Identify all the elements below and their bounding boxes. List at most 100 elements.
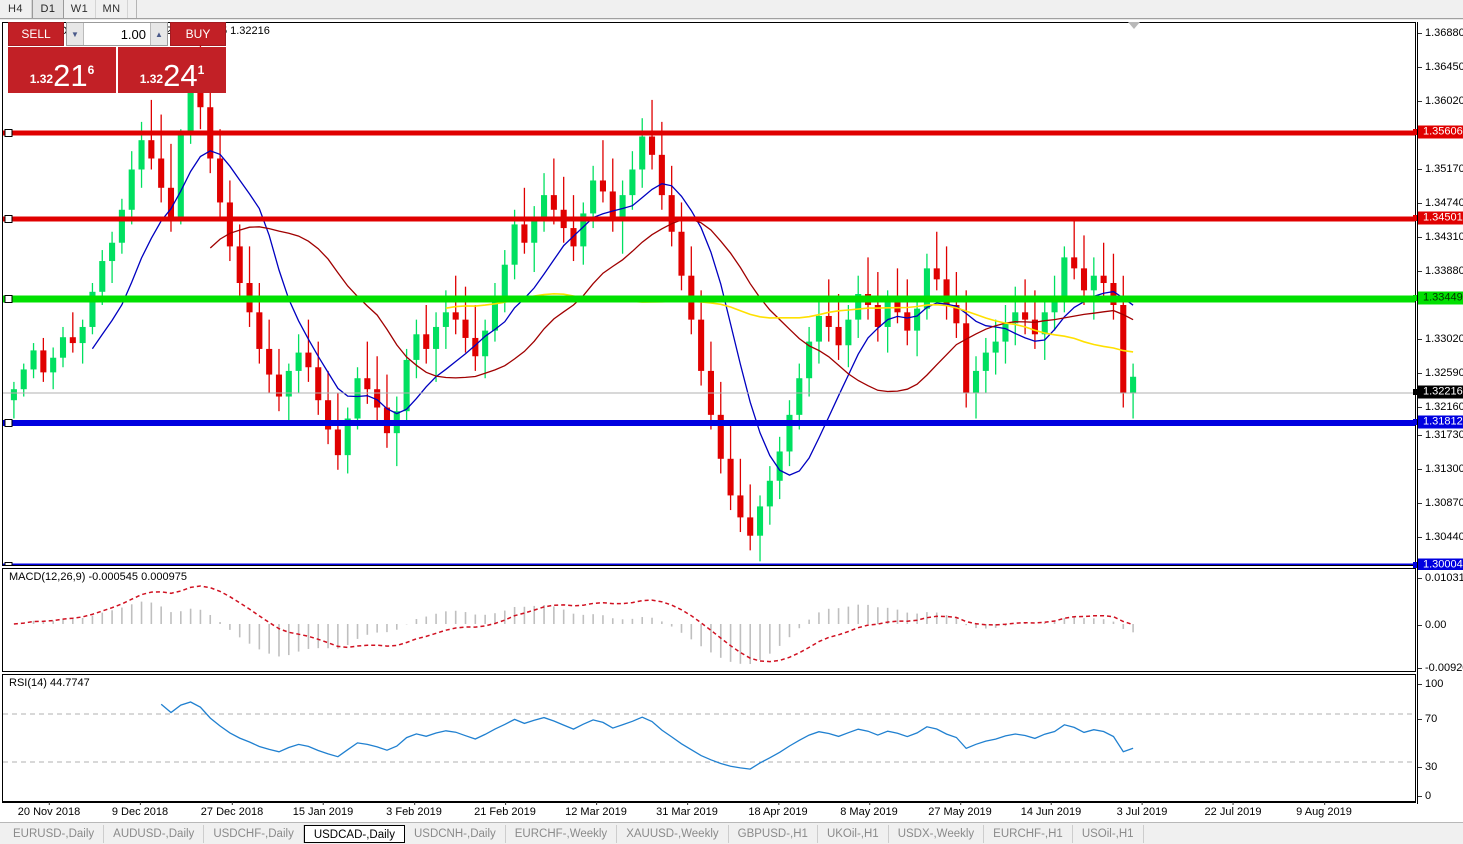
symbol-tab[interactable]: UKOil-,H1: [818, 824, 889, 843]
price-level-flag[interactable]: 1.30004: [1418, 558, 1463, 572]
trade-prices-row: 1.32 21 6 1.32 24 1: [8, 47, 226, 93]
price-flag-marker: [1413, 419, 1419, 425]
timeframe-d1[interactable]: D1: [32, 0, 64, 18]
price-tick: 1.36450: [1418, 61, 1463, 73]
rsi-tick: 0: [1418, 790, 1431, 802]
rsi-label: RSI(14) 44.7747: [7, 677, 92, 689]
price-tick: 1.35170: [1418, 163, 1463, 175]
price-tick: 1.31730: [1418, 429, 1463, 441]
price-flag-marker: [1413, 295, 1419, 301]
price-tick: 1.34310: [1418, 231, 1463, 243]
trade-controls-row: SELL ▼ 1.00 ▲ BUY: [8, 22, 226, 46]
date-axis-label: 3 Jul 2019: [1116, 802, 1168, 818]
level-line-pivot[interactable]: [3, 295, 1415, 303]
chevron-up-icon[interactable]: ▲: [150, 23, 167, 45]
symbol-tab[interactable]: AUDUSD-,Daily: [104, 824, 205, 843]
date-axis-label: 3 Feb 2019: [386, 802, 442, 818]
buy-price-prefix: 1.32: [139, 72, 164, 86]
timeframe-h4[interactable]: H4: [0, 0, 32, 18]
macd-label: MACD(12,26,9) -0.000545 0.000975: [7, 571, 189, 583]
date-axis-label: 15 Jan 2019: [292, 802, 354, 818]
sell-button[interactable]: SELL: [8, 22, 64, 46]
rsi-scale[interactable]: 100 70 30 0: [1418, 676, 1463, 804]
level-line-current-price[interactable]: [3, 392, 1415, 394]
macd-tick: -0.009203: [1418, 662, 1463, 674]
date-axis-label: 27 Dec 2018: [200, 802, 264, 818]
rsi-panel[interactable]: RSI(14) 44.7747: [2, 674, 1416, 802]
rsi-svg: [3, 701, 1415, 770]
price-tick: 1.31300: [1418, 463, 1463, 475]
symbol-tab[interactable]: EURCHF-,H1: [984, 824, 1073, 843]
date-axis-label: 22 Jul 2019: [1204, 802, 1262, 818]
price-tick: 1.33880: [1418, 265, 1463, 277]
price-level-flag[interactable]: 1.31812: [1418, 415, 1463, 429]
chevron-down-icon[interactable]: ▼: [67, 23, 84, 45]
level-line-support-1[interactable]: [3, 419, 1415, 427]
buy-price-main: 24: [163, 58, 198, 93]
price-flag-marker: [1413, 562, 1419, 568]
price-level-flag[interactable]: 1.34501: [1418, 211, 1463, 225]
timeframe-mn-label: MN: [102, 3, 121, 15]
price-tick: 1.36020: [1418, 95, 1463, 107]
price-level-flag[interactable]: 1.32216: [1418, 385, 1463, 399]
symbol-tab[interactable]: USDCHF-,Daily: [204, 824, 304, 843]
buy-button[interactable]: BUY: [170, 22, 226, 46]
chart-frame: ▲ USDCAD-,Daily 1.32266 1.32285 1.32205 …: [0, 20, 1463, 822]
date-axis-label: 9 Dec 2018: [111, 802, 169, 818]
buy-price-fraction: 1: [197, 63, 205, 77]
macd-tick: 0.010311: [1418, 572, 1463, 584]
rsi-tick: 30: [1418, 761, 1437, 773]
price-flag-marker: [1413, 215, 1419, 221]
price-tick: 1.34740: [1418, 197, 1463, 209]
sell-price-display[interactable]: 1.32 21 6: [8, 47, 116, 93]
price-scale[interactable]: 1.36880 1.36450 1.36020 1.35606 1.35170 1.347…: [1413, 22, 1463, 572]
date-axis-label: 8 May 2019: [840, 802, 898, 818]
one-click-trading-panel[interactable]: SELL ▼ 1.00 ▲ BUY 1.32 21 6 1.32 24 1: [8, 22, 226, 93]
symbol-tab[interactable]: XAUUSD-,Weekly: [617, 824, 729, 843]
timeframe-mn[interactable]: MN: [96, 0, 128, 18]
macd-svg: [13, 585, 1134, 664]
macd-tick: 0.00: [1418, 619, 1446, 631]
date-axis-label: 20 Nov 2018: [17, 802, 81, 818]
date-axis-label: 12 Mar 2019: [565, 802, 627, 818]
date-axis-label: 21 Feb 2019: [474, 802, 536, 818]
sell-price-main: 21: [53, 58, 88, 93]
buy-price-display[interactable]: 1.32 24 1: [118, 47, 226, 93]
macd-scale[interactable]: 0.010311 0.00 -0.009203: [1418, 570, 1463, 674]
date-axis: 20 Nov 2018 9 Dec 2018 27 Dec 2018 15 Jan 2…: [2, 802, 1416, 822]
symbol-tab[interactable]: USDX-,Weekly: [889, 824, 985, 843]
symbol-tab-active[interactable]: USDCAD-,Daily: [303, 824, 405, 843]
symbol-tab[interactable]: EURUSD-,Daily: [4, 824, 105, 843]
price-tick: 1.30440: [1418, 531, 1463, 543]
date-axis-label: 18 Apr 2019: [748, 802, 808, 818]
price-tick: 1.30870: [1418, 497, 1463, 509]
volume-stepper[interactable]: ▼ 1.00 ▲: [66, 22, 168, 46]
symbol-tab[interactable]: GBPUSD-,H1: [729, 824, 818, 843]
price-tick: 1.36880: [1418, 27, 1463, 39]
timeframe-d1-label: D1: [40, 3, 56, 15]
chart-drag-marker-icon[interactable]: [1128, 22, 1140, 29]
price-level-flag[interactable]: 1.35606: [1418, 125, 1463, 139]
symbol-tab[interactable]: EURCHF-,Weekly: [506, 824, 618, 843]
price-tick: 1.32590: [1418, 367, 1463, 379]
price-chart-panel[interactable]: ▲ USDCAD-,Daily 1.32266 1.32285 1.32205 …: [2, 22, 1416, 566]
price-level-flag[interactable]: 1.33449: [1418, 291, 1463, 305]
level-line-support-2[interactable]: [3, 562, 1415, 566]
macd-panel[interactable]: MACD(12,26,9) -0.000545 0.000975: [2, 568, 1416, 672]
symbol-tab[interactable]: USOil-,H1: [1073, 824, 1144, 843]
buy-button-label: BUY: [185, 27, 211, 41]
date-axis-label: 27 May 2019: [928, 802, 992, 818]
volume-input[interactable]: 1.00: [120, 26, 146, 42]
rsi-tick: 70: [1418, 713, 1437, 725]
scale-divider: [1417, 22, 1418, 804]
price-flag-marker: [1413, 389, 1419, 395]
toolbar-divider: [136, 0, 137, 18]
level-line-resistance-1[interactable]: [3, 129, 1415, 137]
symbol-tab[interactable]: USDCNH-,Daily: [405, 824, 506, 843]
price-tick: 1.33020: [1418, 333, 1463, 345]
level-line-resistance-2[interactable]: [3, 215, 1415, 223]
timeframe-w1-label: W1: [70, 3, 89, 15]
price-candles-svg: [3, 41, 1415, 566]
date-axis-label: 9 Aug 2019: [1296, 802, 1352, 818]
timeframe-w1[interactable]: W1: [64, 0, 96, 18]
